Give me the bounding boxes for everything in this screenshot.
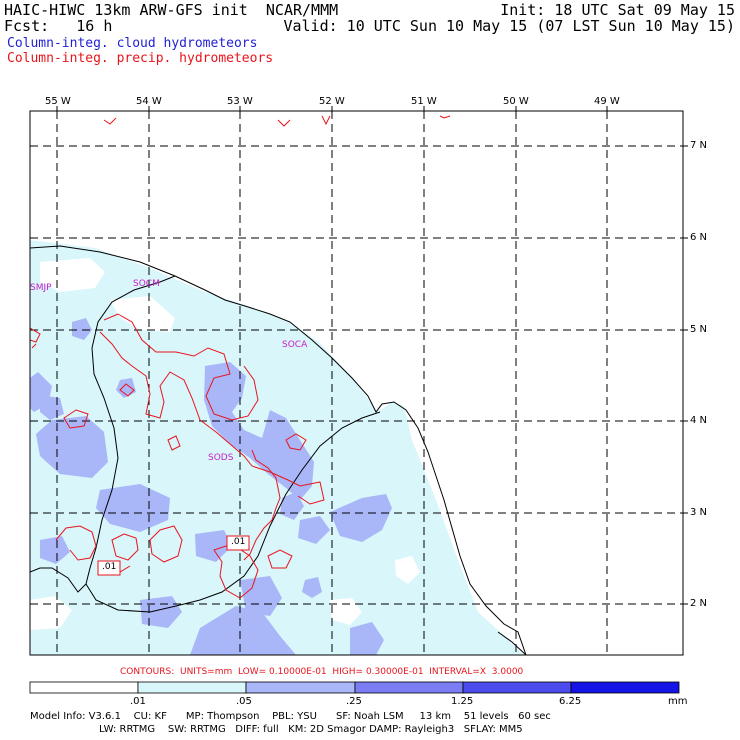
contour-label-text: .01 [231, 537, 246, 547]
init-time: Init: 18 UTC Sat 09 May 15 [500, 1, 735, 19]
legend-cloud: Column-integ. cloud hydrometeors [7, 36, 258, 51]
lon-label: 54 W [136, 96, 162, 107]
legend-precip: Column-integ. precip. hydrometeors [7, 51, 274, 66]
lon-label: 51 W [411, 96, 437, 107]
coastline [30, 245, 527, 655]
station-label: SODS [208, 453, 234, 463]
colorbar-level: 1.25 [451, 696, 474, 707]
station-label: SOCA [282, 340, 308, 350]
map-frame [29, 110, 684, 656]
lat-label: 6 N [690, 232, 708, 243]
lat-label: 2 N [690, 598, 708, 609]
borders [30, 275, 527, 655]
colorbar-level: .05 [236, 696, 252, 707]
cloud-field-medium [30, 318, 392, 655]
model-info-line2: LW: RRTMG SW: RRTMG DIFF: full KM: 2D Sm… [99, 724, 523, 735]
header-title: HAIC-HIWC 13km ARW-GFS init NCAR/MMM [4, 1, 339, 19]
valid-time: Valid: 10 UTC Sun 10 May 15 (07 LST Sun … [283, 17, 735, 35]
contour-label-1 [226, 535, 250, 551]
contour-label-2 [97, 560, 121, 576]
colorbar-level: .25 [346, 696, 362, 707]
colorbar [29, 681, 680, 694]
lon-label: 49 W [594, 96, 620, 107]
lon-label: 55 W [45, 96, 71, 107]
lon-label: 52 W [319, 96, 345, 107]
lat-label: 7 N [690, 140, 708, 151]
model-info-line1: Model Info: V3.6.1 CU: KF MP: Thompson P… [30, 711, 551, 722]
lat-label: 5 N [690, 324, 708, 335]
clear-areas [30, 258, 420, 630]
lat-label: 3 N [690, 507, 708, 518]
lon-label: 50 W [503, 96, 529, 107]
colorbar-level: .01 [130, 696, 146, 707]
forecast-hour: Fcst: 16 h [4, 17, 113, 35]
colorbar-level: 6.25 [559, 696, 582, 707]
contour-label-text: .01 [102, 562, 117, 572]
station-label: SOCM [133, 279, 160, 289]
lon-label: 53 W [227, 96, 253, 107]
contours-info: CONTOURS: UNITS=mm LOW= 0.10000E-01 HIGH… [120, 667, 524, 677]
lat-label: 4 N [690, 415, 708, 426]
precip-contours [30, 115, 451, 599]
station-label: SMJP [30, 283, 52, 293]
colorbar-units: mm [668, 696, 688, 707]
